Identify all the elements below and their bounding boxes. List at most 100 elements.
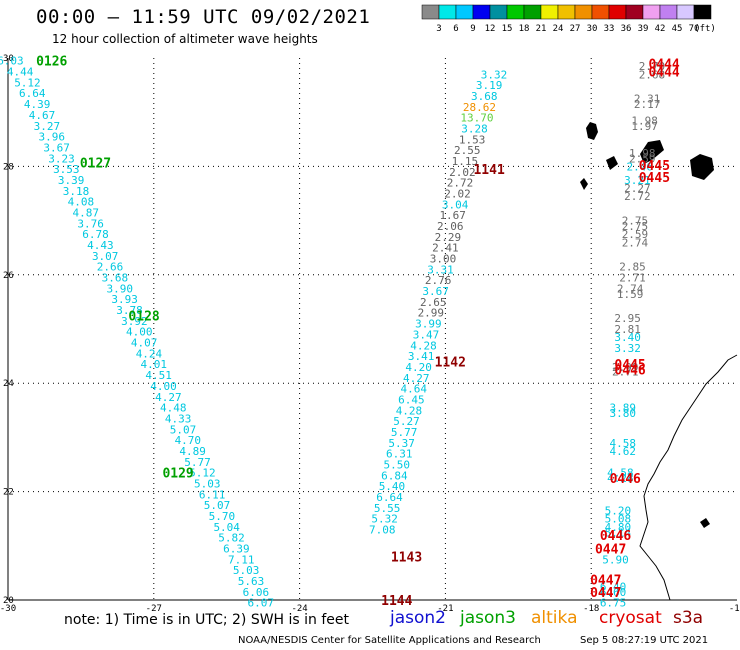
track-label: 0129 xyxy=(162,467,193,482)
legend-jason3: jason3 xyxy=(460,608,516,628)
swh-data-label: 1.59 xyxy=(617,288,644,301)
colorbar-swatch xyxy=(557,4,576,20)
coastline-africa xyxy=(639,354,738,601)
swh-data-label: 4.64 xyxy=(401,383,428,396)
swh-data-label: 3.99 xyxy=(415,318,442,331)
swh-data-label: 6.75 xyxy=(600,597,627,610)
swh-data-label: 4.67 xyxy=(29,109,56,122)
swh-data-label: 3.92 xyxy=(121,315,148,328)
swh-data-label: 2.99 xyxy=(418,307,445,320)
swh-data-label: 5.08 xyxy=(605,513,632,526)
swh-data-label: 4.01 xyxy=(141,358,168,371)
swh-data-label: 3.96 xyxy=(38,131,65,144)
y-tick-label: 22 xyxy=(3,488,14,498)
swh-data-label: 3.90 xyxy=(107,282,134,295)
colorbar-swatch xyxy=(693,4,712,20)
swh-data-label: 3.93 xyxy=(111,293,138,306)
chart-subtitle: 12 hour collection of altimeter wave hei… xyxy=(52,32,318,46)
swh-data-label: 4.24 xyxy=(136,347,163,360)
swh-data-label: 4.89 xyxy=(179,445,206,458)
island-banc-arguin xyxy=(700,518,710,528)
colorbar-tick-label: 30 xyxy=(587,24,598,34)
swh-data-label: 4.00 xyxy=(150,380,177,393)
swh-data-label: 2.27 xyxy=(624,182,651,195)
swh-data-label: 2.65 xyxy=(420,296,447,309)
swh-data-label: 2.17 xyxy=(634,98,661,111)
swh-data-label: 2.31 xyxy=(634,93,661,106)
swh-data-label: 4.20 xyxy=(405,361,432,374)
colorbar-tick-label: 36 xyxy=(621,24,632,34)
x-tick-label: -21 xyxy=(437,604,453,614)
swh-data-label: 3.19 xyxy=(476,79,503,92)
swh-data-label: 6.11 xyxy=(199,488,226,501)
swh-data-label: 4.87 xyxy=(73,206,100,219)
track-label: 0445 xyxy=(639,171,670,186)
swh-data-label: 28.62 xyxy=(463,101,496,114)
island-la-gomera xyxy=(606,156,618,170)
x-tick-label: -15 xyxy=(729,604,740,614)
colorbar-swatch xyxy=(455,4,474,20)
swh-data-label: 5.07 xyxy=(204,499,231,512)
swh-data-label: 2.85 xyxy=(619,261,646,274)
track-label: 0447 xyxy=(590,586,621,601)
track-label: 0446 xyxy=(614,364,645,379)
swh-data-label: 4.08 xyxy=(68,196,95,209)
swh-data-label: 5.70 xyxy=(209,510,236,523)
swh-data-label: 4.48 xyxy=(160,402,187,415)
colorbar-tick-label: 24 xyxy=(553,24,564,34)
swh-data-label: 1.53 xyxy=(459,133,486,146)
swh-data-label: 3.07 xyxy=(92,250,119,263)
swh-data-label: 4.39 xyxy=(24,98,51,111)
swh-data-label: 4.27 xyxy=(403,372,430,385)
swh-data-label: 1.15 xyxy=(452,155,479,168)
swh-data-label: 1.98 xyxy=(631,114,658,127)
colorbar-tick-label: 45 xyxy=(672,24,683,34)
swh-data-label: 6.64 xyxy=(376,491,403,504)
swh-data-label: 2.59 xyxy=(622,228,649,241)
swh-data-label: 4.00 xyxy=(126,326,153,339)
swh-data-label: 5.07 xyxy=(170,423,197,436)
x-tick-label: -27 xyxy=(146,604,162,614)
legend-altika: altika xyxy=(531,608,578,628)
swh-data-label: 3.67 xyxy=(422,285,449,298)
swh-data-label: 4.58 xyxy=(610,437,637,450)
swh-data-label: 6.06 xyxy=(243,586,270,599)
swh-data-label: 2.06 xyxy=(437,220,464,233)
swh-data-label: 6.64 xyxy=(19,87,46,100)
track-label: 0447 xyxy=(595,543,626,558)
swh-data-label: 5.82 xyxy=(218,532,245,545)
colorbar-swatch xyxy=(574,4,593,20)
colorbar-tick-label: 42 xyxy=(655,24,666,34)
swh-data-label: 6.78 xyxy=(82,228,109,241)
swh-data-label: 5.20 xyxy=(605,505,632,518)
swh-data-label: 4.80 xyxy=(605,521,632,534)
x-tick-label: -30 xyxy=(0,604,16,614)
island-tenerife xyxy=(640,140,664,164)
swh-data-label: 5.12 xyxy=(189,467,216,480)
colorbar-tick-label: 9 xyxy=(470,24,475,34)
legend-s3a: s3a xyxy=(673,608,704,628)
colorbar-swatch xyxy=(642,4,661,20)
colorbar-tick-label: 15 xyxy=(502,24,513,34)
swh-data-label: 2.74 xyxy=(622,236,649,249)
legend-jason2: jason2 xyxy=(390,608,446,628)
track-label: 1144 xyxy=(381,594,412,609)
colorbar-tick-label: 12 xyxy=(485,24,496,34)
swh-data-label: 5.63 xyxy=(238,575,265,588)
x-tick-label: -24 xyxy=(291,604,307,614)
swh-data-label: 4.51 xyxy=(145,369,172,382)
colorbar-swatch xyxy=(506,4,525,20)
track-label: 0444 xyxy=(648,57,679,72)
swh-data-label: 3.31 xyxy=(427,263,454,276)
track-label: 0127 xyxy=(80,157,111,172)
footer-timestamp: Sep 5 08:27:19 UTC 2021 xyxy=(580,635,709,646)
swh-data-label: 2.99 xyxy=(612,361,639,374)
chart-title: 00:00 – 11:59 UTC 09/02/2021 xyxy=(36,6,371,28)
swh-data-label: 5.32 xyxy=(371,513,398,526)
swh-data-label: 5.90 xyxy=(602,553,629,566)
y-tick-label: 24 xyxy=(3,379,14,389)
colorbar-swatch xyxy=(608,4,627,20)
swh-data-label: 2.55 xyxy=(454,144,481,157)
colorbar-swatch xyxy=(421,4,440,20)
